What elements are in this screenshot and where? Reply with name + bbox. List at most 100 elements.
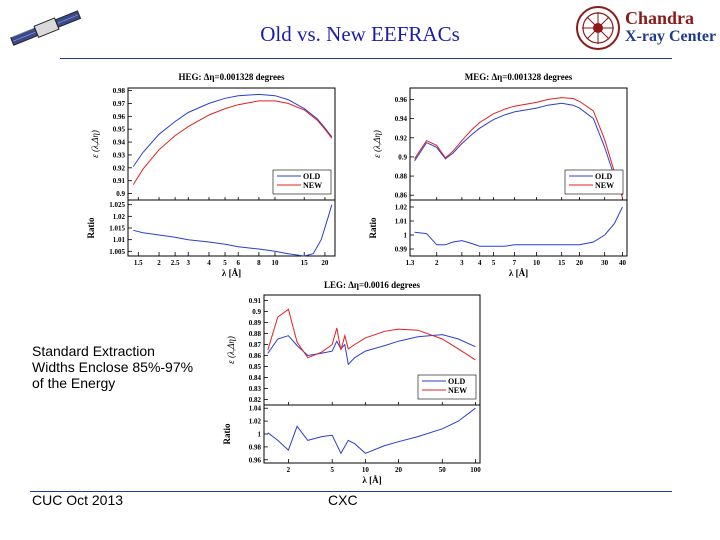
ratio-y-tick-label: 0.98: [249, 443, 262, 451]
cxc-logo-icon: [574, 4, 622, 57]
x-tick-label: 1.5: [134, 259, 143, 267]
x-tick-label: 10: [533, 259, 541, 267]
x-axis-label: λ [Å]: [222, 268, 241, 278]
legend-label-old: OLD: [303, 172, 321, 181]
note-line-3: of the Energy: [32, 375, 116, 391]
legend-box: [564, 169, 624, 195]
footer-date: CUC Oct 2013: [32, 492, 124, 508]
legend-label-old: OLD: [448, 377, 466, 386]
chart-title: HEG: Δη=0.001328 degrees: [179, 72, 285, 82]
footer-rule: [30, 491, 672, 492]
x-tick-label: 5: [223, 259, 227, 267]
x-tick-label: 10: [271, 259, 279, 267]
y-tick-label: 0.86: [395, 192, 408, 200]
x-tick-label: 2: [435, 259, 439, 267]
slide-title: Old vs. New EEFRACs: [260, 22, 460, 46]
x-tick-label: 6: [236, 259, 240, 267]
series-line-old: [414, 102, 623, 196]
logo-chandra-text: Chandra: [625, 8, 695, 28]
y-tick-label: 0.85: [249, 363, 262, 371]
series-line-old: [267, 334, 476, 366]
y-tick-label: 0.94: [395, 115, 408, 123]
y-tick-label: 0.83: [249, 385, 262, 393]
chart-panel-2: [263, 294, 481, 464]
y-tick-label: 0.96: [395, 96, 408, 104]
header-rule: [60, 58, 672, 59]
ratio-y-tick-label: 1.02: [395, 204, 408, 212]
y-tick-label: 0.89: [249, 319, 262, 327]
y-tick-label: 0.87: [249, 341, 262, 349]
x-axis-label: λ [Å]: [362, 475, 381, 485]
y-axis-label: ε (λ,Δη): [90, 130, 100, 158]
ratio-y-tick-label: 1.02: [113, 213, 126, 221]
chart-title: LEG: Δη=0.0016 degrees: [324, 280, 420, 290]
y-tick-label: 0.9: [398, 153, 407, 161]
x-tick-label: 5: [492, 259, 496, 267]
ratio-y-tick-label: 0.96: [249, 456, 262, 464]
y-tick-label: 0.92: [395, 134, 408, 142]
y-axis-label: ε (λ,Δη): [372, 130, 382, 158]
legend-label-new: NEW: [448, 386, 467, 395]
ratio-y-tick-label: 1.015: [109, 225, 125, 233]
logo-xray-center-text: X-ray Center: [625, 28, 717, 45]
ratio-y-tick-label: 1.02: [249, 418, 262, 426]
legend-label-new: NEW: [303, 181, 322, 190]
y-tick-label: 0.82: [249, 396, 262, 404]
ratio-y-tick-label: 1.005: [109, 248, 125, 256]
x-tick-label: 8: [257, 259, 261, 267]
x-tick-label: 20: [321, 259, 329, 267]
ratio-y-tick-label: 1: [404, 232, 408, 240]
y-tick-label: 0.98: [113, 87, 126, 95]
ratio-plot-frame: [127, 199, 336, 257]
ratio-y-tick-label: 1.01: [395, 218, 408, 226]
ratio-axis-label: Ratio: [86, 217, 96, 238]
x-tick-label: 15: [301, 259, 309, 267]
x-tick-label: 4: [478, 259, 482, 267]
ratio-plot-frame: [409, 199, 628, 257]
x-tick-label: 3: [460, 259, 464, 267]
footer-org: CXC: [328, 492, 358, 508]
ratio-y-tick-label: 1.025: [109, 201, 125, 209]
x-tick-label: 7: [513, 259, 517, 267]
y-tick-label: 0.91: [249, 297, 262, 305]
x-tick-label: 2.5: [171, 259, 180, 267]
x-tick-label: 2: [287, 466, 291, 474]
legend-box: [272, 169, 332, 195]
note-line-1: Standard Extraction: [32, 343, 155, 359]
x-tick-label: 4: [207, 259, 211, 267]
note-line-2: Widths Enclose 85%-97%: [32, 359, 194, 375]
y-tick-label: 0.9: [252, 308, 261, 316]
y-tick-label: 0.9: [116, 190, 125, 198]
chart-panel-1: [409, 87, 628, 257]
legend-label-old: OLD: [595, 172, 613, 181]
x-tick-label: 100: [470, 466, 481, 474]
x-tick-label: 20: [576, 259, 584, 267]
ratio-axis-label: Ratio: [368, 217, 378, 238]
y-tick-label: 0.91: [113, 177, 126, 185]
x-tick-label: 2: [157, 259, 161, 267]
ratio-y-tick-label: 0.99: [395, 246, 408, 254]
x-tick-label: 5: [330, 466, 334, 474]
ratio-y-tick-label: 1: [258, 431, 262, 439]
x-axis-label: λ [Å]: [509, 268, 528, 278]
series-line-new: [132, 100, 333, 185]
x-tick-label: 3: [186, 259, 190, 267]
y-tick-label: 0.97: [113, 100, 126, 108]
ratio-line: [133, 204, 333, 257]
x-tick-label: 10: [362, 466, 370, 474]
chart-panel-0: [127, 87, 336, 257]
ratio-line: [414, 206, 623, 247]
y-tick-label: 0.94: [113, 139, 126, 147]
ratio-line: [267, 407, 476, 455]
ratio-y-tick-label: 1.04: [249, 405, 262, 413]
y-tick-label: 0.93: [113, 151, 126, 159]
y-tick-label: 0.92: [113, 164, 126, 172]
series-line-new: [267, 308, 476, 361]
x-tick-label: 20: [395, 466, 403, 474]
ratio-axis-label: Ratio: [222, 423, 232, 444]
y-tick-label: 0.88: [249, 330, 262, 338]
y-tick-label: 0.96: [113, 113, 126, 121]
chandra-satellite-logo: [6, 6, 86, 57]
y-tick-label: 0.88: [395, 173, 408, 181]
